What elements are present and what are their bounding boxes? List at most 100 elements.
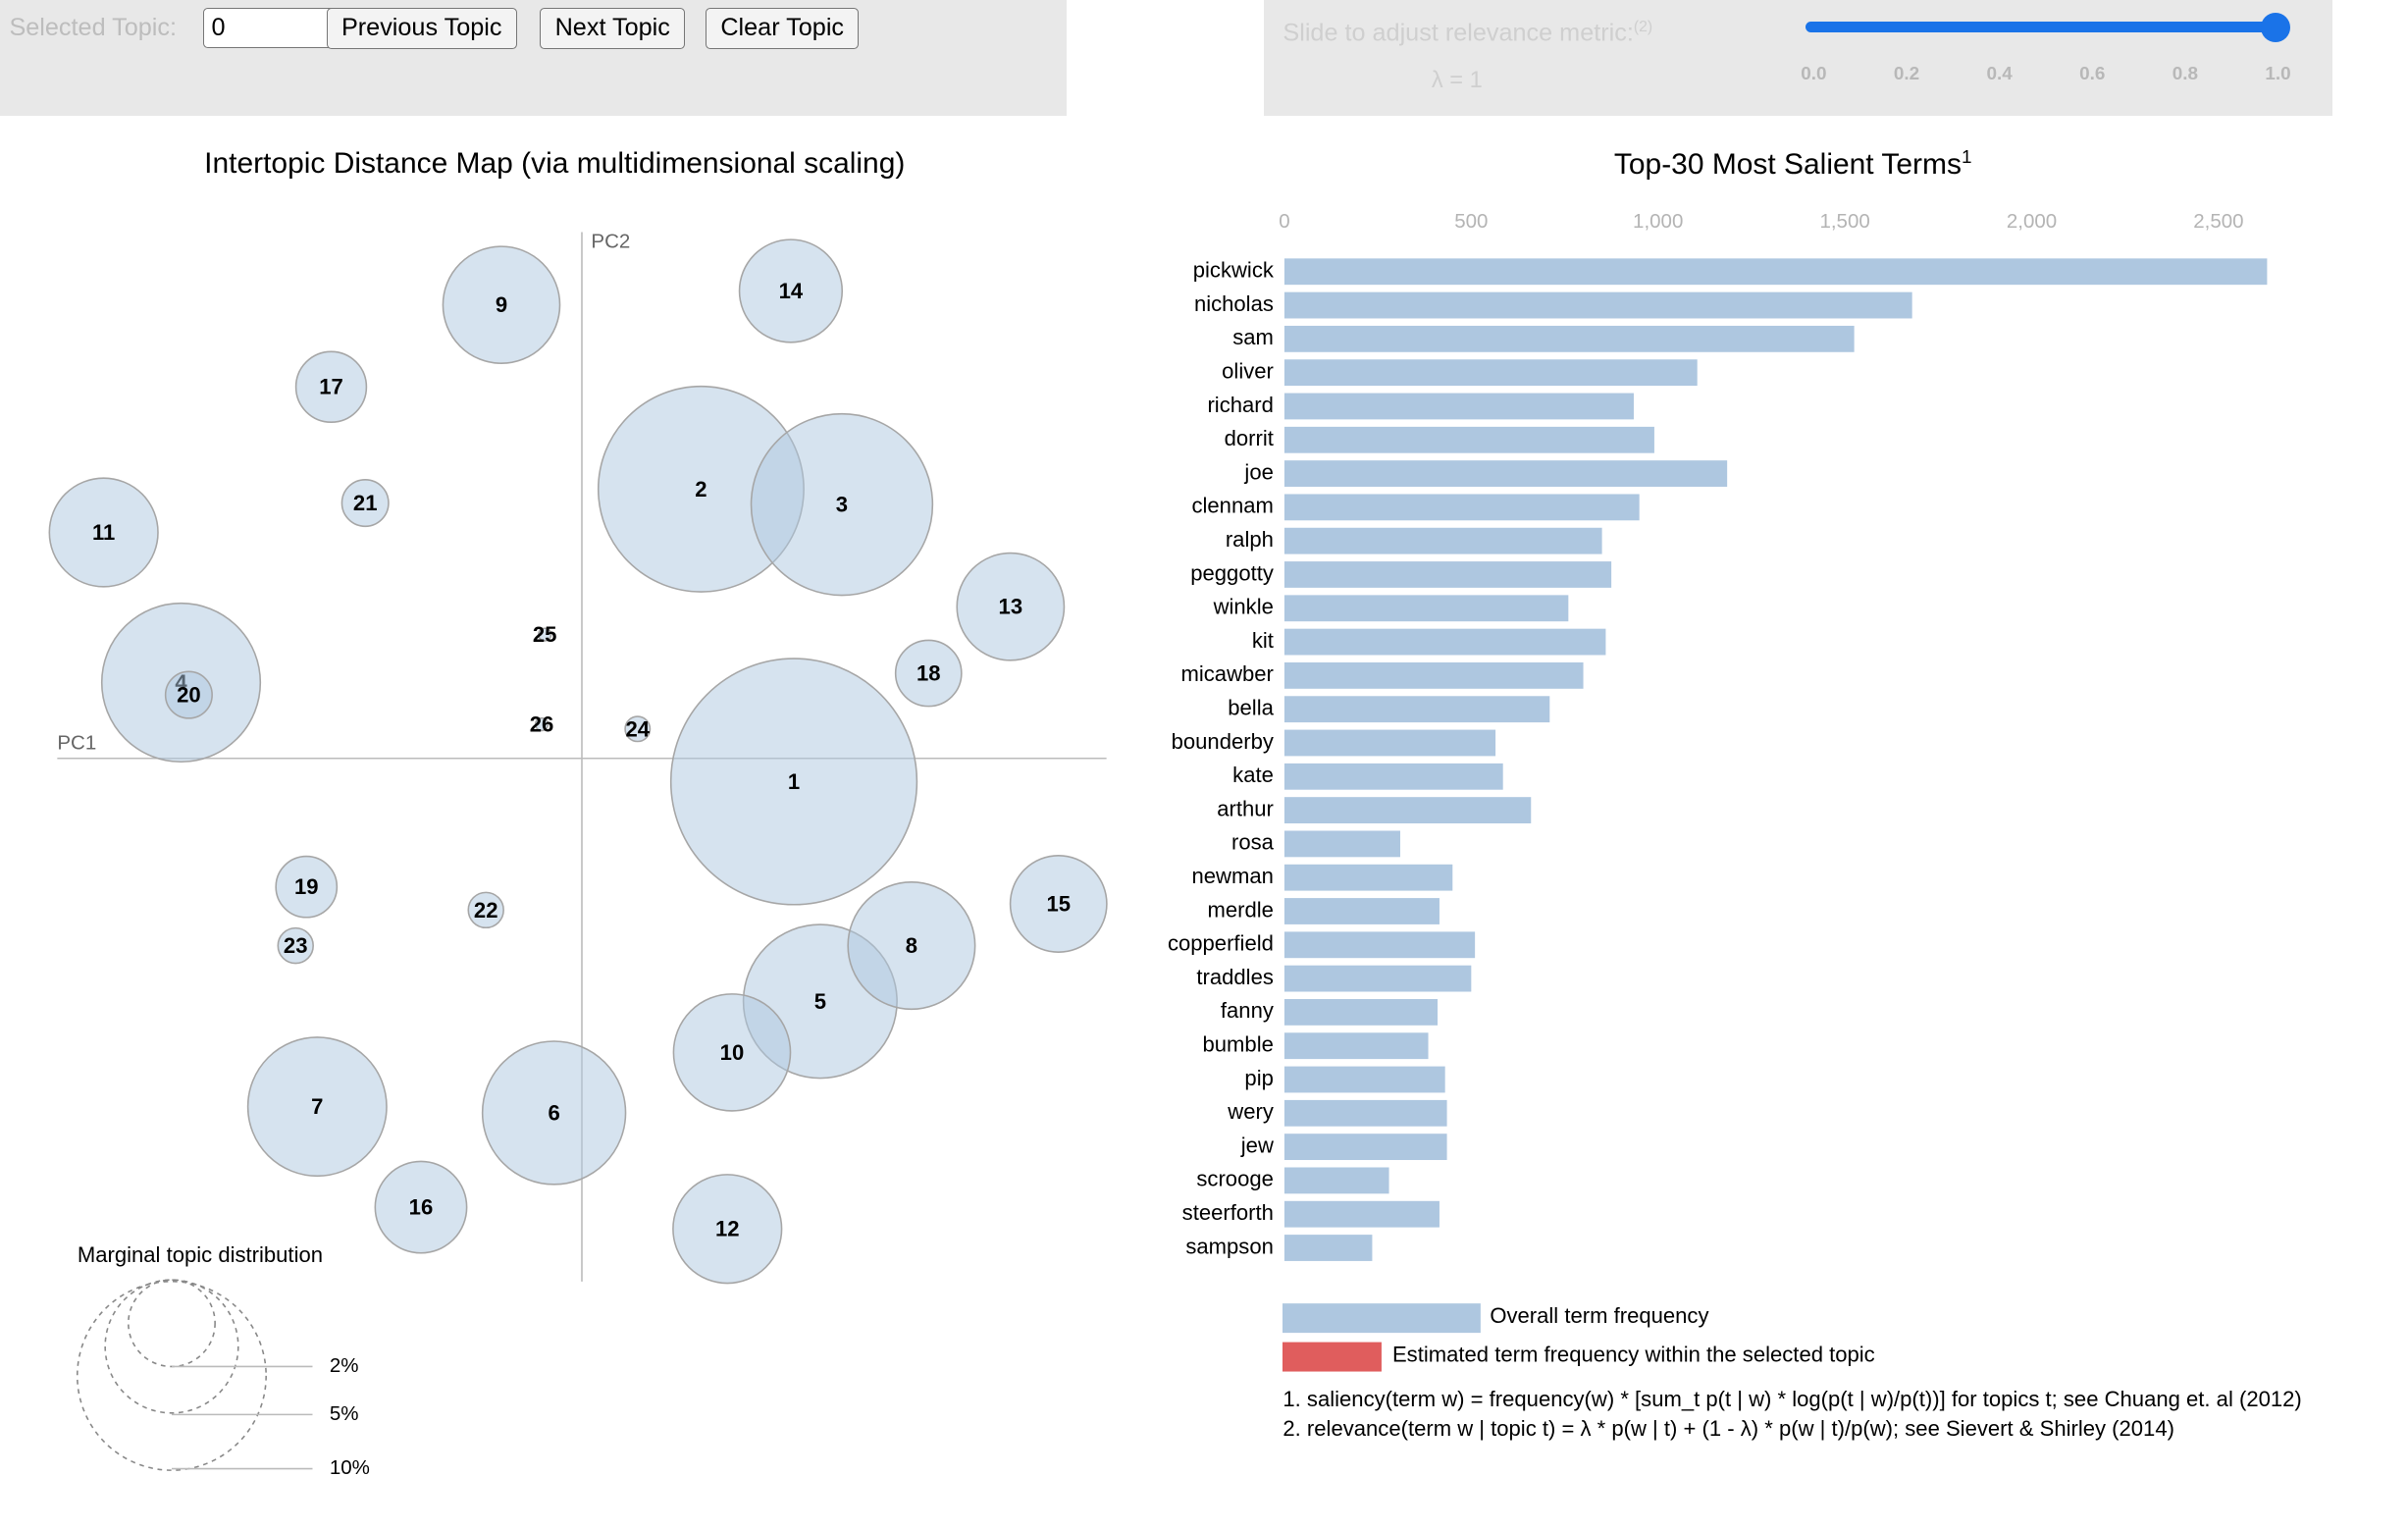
topic-circle[interactable]: [669, 658, 918, 906]
topic-label[interactable]: 10: [720, 1040, 745, 1065]
term-bar[interactable]: [1283, 797, 1532, 824]
topic-label[interactable]: 25: [533, 622, 557, 647]
term-bar[interactable]: [1283, 1066, 1445, 1093]
topic-circle[interactable]: [442, 245, 561, 365]
term-bar[interactable]: [1283, 460, 1728, 487]
term-label[interactable]: newman: [1192, 864, 1274, 888]
term-label[interactable]: sampson: [1185, 1234, 1274, 1258]
topic-circle[interactable]: [534, 716, 550, 732]
topic-label[interactable]: 1: [788, 769, 800, 794]
term-label[interactable]: oliver: [1222, 359, 1274, 384]
topic-label[interactable]: 5: [814, 989, 826, 1014]
term-label[interactable]: pip: [1244, 1066, 1273, 1090]
term-label[interactable]: kit: [1252, 628, 1274, 653]
topic-circle[interactable]: [1009, 855, 1108, 953]
topic-circle[interactable]: [750, 412, 934, 597]
term-label[interactable]: copperfield: [1168, 931, 1274, 956]
topic-circle[interactable]: [246, 1036, 388, 1178]
term-bar[interactable]: [1283, 696, 1550, 723]
topic-label[interactable]: 16: [409, 1195, 434, 1220]
term-label[interactable]: pickwick: [1193, 258, 1275, 283]
topic-circle[interactable]: [956, 552, 1066, 661]
topic-label[interactable]: 6: [548, 1100, 559, 1125]
term-bar[interactable]: [1283, 965, 1472, 992]
term-label[interactable]: merdle: [1208, 897, 1274, 922]
topic-circle[interactable]: [275, 855, 339, 919]
previous-topic-button[interactable]: Previous Topic: [326, 7, 517, 50]
topic-label[interactable]: 3: [836, 493, 848, 517]
term-bar[interactable]: [1283, 661, 1584, 689]
topic-label[interactable]: 11: [92, 520, 115, 545]
clear-topic-button[interactable]: Clear Topic: [706, 7, 860, 50]
term-bar[interactable]: [1283, 494, 1640, 521]
term-bar[interactable]: [1283, 258, 2268, 286]
topic-label[interactable]: 22: [474, 898, 498, 923]
topic-circle[interactable]: [672, 993, 792, 1112]
term-bar[interactable]: [1283, 359, 1698, 387]
topic-label[interactable]: 21: [353, 491, 378, 515]
term-bar[interactable]: [1283, 999, 1439, 1026]
term-bar[interactable]: [1283, 595, 1569, 622]
term-bar[interactable]: [1283, 325, 1855, 352]
topic-circle[interactable]: [624, 715, 652, 743]
term-bar[interactable]: [1283, 426, 1654, 453]
term-bar[interactable]: [1283, 291, 1912, 319]
term-label[interactable]: wery: [1227, 1099, 1274, 1124]
topic-label[interactable]: 26: [530, 712, 554, 737]
topic-label[interactable]: 12: [715, 1217, 740, 1241]
term-label[interactable]: fanny: [1221, 998, 1274, 1023]
topic-label[interactable]: 24: [625, 716, 650, 741]
topic-label[interactable]: 15: [1046, 892, 1071, 917]
topic-label[interactable]: 17: [319, 375, 343, 399]
term-bar[interactable]: [1283, 864, 1453, 891]
term-label[interactable]: bounderby: [1172, 729, 1274, 754]
topic-circle[interactable]: [672, 1174, 783, 1285]
term-bar[interactable]: [1283, 628, 1606, 656]
topic-label[interactable]: 23: [284, 933, 308, 958]
term-label[interactable]: joe: [1243, 459, 1273, 484]
topic-circle[interactable]: [847, 881, 976, 1011]
topic-circle[interactable]: [340, 479, 390, 528]
term-label[interactable]: rosa: [1231, 830, 1275, 855]
topic-circle[interactable]: [374, 1160, 468, 1254]
topic-circle[interactable]: [467, 891, 504, 929]
term-bar[interactable]: [1283, 1235, 1373, 1261]
term-bar[interactable]: [1283, 1134, 1447, 1161]
term-label[interactable]: kate: [1232, 763, 1274, 787]
term-bar[interactable]: [1283, 1099, 1447, 1127]
term-bar[interactable]: [1283, 830, 1401, 858]
term-bar[interactable]: [1283, 1032, 1429, 1060]
topic-label[interactable]: 14: [779, 279, 804, 303]
topic-circle[interactable]: [538, 627, 552, 642]
topic-circle[interactable]: [277, 926, 314, 965]
topic-circle[interactable]: [164, 670, 213, 719]
term-label[interactable]: winkle: [1213, 595, 1274, 619]
term-bar[interactable]: [1283, 1167, 1389, 1194]
term-label[interactable]: arthur: [1217, 796, 1274, 820]
term-label[interactable]: richard: [1208, 393, 1274, 417]
term-label[interactable]: steerforth: [1182, 1200, 1274, 1225]
term-label[interactable]: dorrit: [1225, 426, 1274, 450]
term-bar[interactable]: [1283, 763, 1503, 790]
term-label[interactable]: ralph: [1226, 527, 1274, 552]
term-bar[interactable]: [1283, 1200, 1440, 1228]
term-label[interactable]: bumble: [1203, 1032, 1274, 1057]
term-bar[interactable]: [1283, 527, 1602, 554]
topic-circle[interactable]: [481, 1040, 627, 1186]
topic-label[interactable]: 2: [695, 477, 707, 501]
term-label[interactable]: nicholas: [1194, 291, 1274, 316]
topic-circle[interactable]: [294, 350, 368, 423]
topic-label[interactable]: 18: [916, 661, 941, 686]
topic-label[interactable]: 20: [177, 683, 201, 708]
topic-label[interactable]: 8: [906, 933, 917, 958]
term-label[interactable]: jew: [1240, 1133, 1274, 1157]
topic-label[interactable]: 19: [294, 874, 319, 899]
relevance-slider-track[interactable]: [1806, 22, 2280, 33]
term-label[interactable]: bella: [1228, 696, 1274, 720]
topic-label[interactable]: 13: [999, 595, 1023, 619]
next-topic-button[interactable]: Next Topic: [540, 7, 686, 50]
term-bar[interactable]: [1283, 729, 1496, 757]
relevance-slider-thumb[interactable]: [2261, 12, 2291, 42]
topic-circle[interactable]: [894, 639, 963, 708]
term-label[interactable]: micawber: [1181, 661, 1274, 686]
